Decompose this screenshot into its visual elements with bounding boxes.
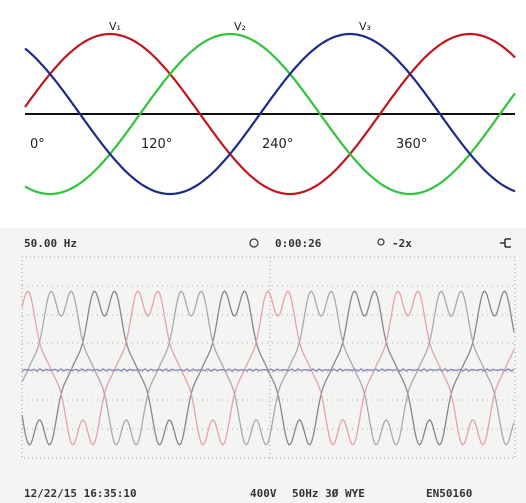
voltage: 400V: [250, 487, 277, 500]
date-time: 12/22/15 16:35:10: [24, 487, 137, 500]
angle-label: 0°: [30, 137, 45, 152]
angle-label: 360°: [396, 137, 427, 152]
angle-label: 120°: [141, 137, 172, 152]
phase-label: V₂: [234, 20, 246, 33]
figure: V₁ V₂ V₃ 0° 120° 240° 360° 50.00 Hz 0:00…: [0, 0, 526, 503]
phase-label: V₃: [359, 20, 371, 33]
phase-label: V₁: [109, 20, 121, 33]
scope-bg: [0, 228, 526, 503]
frequency: 50.00 Hz: [24, 237, 77, 250]
zoom: -2x: [392, 237, 412, 250]
standard: EN50160: [426, 487, 472, 500]
page: V₁ V₂ V₃ 0° 120° 240° 360° 50.00 Hz 0:00…: [0, 0, 526, 503]
angle-label: 240°: [262, 137, 293, 152]
timer: 0:00:26: [275, 237, 322, 250]
config: 50Hz 3Ø WYE: [292, 487, 365, 500]
